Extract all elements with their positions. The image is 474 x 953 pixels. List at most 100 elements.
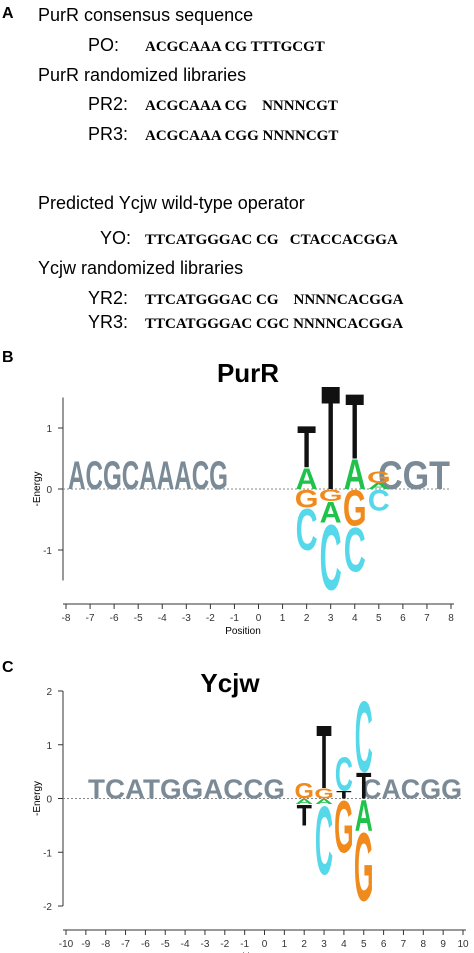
sequence: TTCATGGGAC CG CTACCACGGA <box>145 232 398 248</box>
y-tick-label: -2 <box>43 902 52 913</box>
row-name: YR3: <box>88 312 128 332</box>
logo-letter: T <box>297 414 316 481</box>
logo-letter: G <box>334 785 353 868</box>
logo-letter: G <box>354 814 373 922</box>
panel-label: B <box>2 349 14 366</box>
x-tick-label: 3 <box>328 613 334 624</box>
section-title: PurR randomized libraries <box>38 65 246 85</box>
x-axis-label: Position <box>225 626 261 637</box>
consensus: ACGCAAACG <box>68 454 228 498</box>
x-tick-label: -4 <box>158 613 167 624</box>
logo-letter: T <box>345 374 364 479</box>
x-tick-label: 0 <box>256 613 262 624</box>
logo-letter: T <box>336 789 351 802</box>
x-tick-label: -1 <box>230 613 239 624</box>
x-tick-label: -7 <box>121 939 130 950</box>
y-tick-label: 0 <box>46 795 52 806</box>
sequence: ACGCAAA CG TTTGCGT <box>145 39 325 55</box>
y-tick-label: 1 <box>46 741 52 752</box>
logo-letter: G <box>367 468 391 487</box>
x-tick-label: 10 <box>457 939 469 950</box>
logo-letter: T <box>356 764 372 806</box>
logo-letter: A <box>295 797 313 805</box>
logo-letter: G <box>294 780 313 805</box>
x-tick-label: 1 <box>282 939 288 950</box>
y-tick-label: 1 <box>46 424 52 435</box>
consensus: TCATGGACCG <box>88 774 285 805</box>
x-tick-label: -2 <box>206 613 215 624</box>
logo-title: PurR <box>217 358 279 388</box>
x-tick-label: 4 <box>352 613 358 624</box>
x-tick-label: -6 <box>141 939 150 950</box>
logo-letter: G <box>295 485 319 513</box>
logo-letter: C <box>296 496 318 563</box>
x-tick-label: -9 <box>81 939 90 950</box>
section-title: Predicted Ycjw wild-type operator <box>38 193 305 213</box>
row-name: YR2: <box>88 288 128 308</box>
x-tick-label: 4 <box>341 939 347 950</box>
y-tick-label: 2 <box>46 687 52 698</box>
x-tick-label: 1 <box>280 613 286 624</box>
x-tick-label: 5 <box>376 613 382 624</box>
x-tick-label: -8 <box>62 613 71 624</box>
logo-letter: T <box>297 798 312 832</box>
x-tick-label: -7 <box>86 613 95 624</box>
logo-title: Ycjw <box>200 668 260 698</box>
sequence: TTCATGGGAC CGC NNNNCACGGA <box>145 316 403 332</box>
logo-letter: C <box>320 505 342 610</box>
row-name: PR2: <box>88 94 128 114</box>
x-tick-label: -4 <box>181 939 190 950</box>
x-tick-label: -3 <box>182 613 191 624</box>
x-tick-label: 8 <box>421 939 427 950</box>
x-tick-label: 8 <box>448 613 454 624</box>
row-name: PO: <box>88 35 119 55</box>
logo-letter: G <box>343 480 367 537</box>
x-tick-label: -10 <box>59 939 74 950</box>
y-axis-label: -Energy <box>32 471 43 506</box>
y-tick-label: 0 <box>46 485 52 496</box>
x-tick-label: 9 <box>440 939 446 950</box>
logo-letter: G <box>314 785 333 802</box>
x-tick-label: 2 <box>304 613 310 624</box>
logo-letter: A <box>355 790 373 841</box>
panel-label: C <box>2 659 14 676</box>
x-tick-label: -5 <box>161 939 170 950</box>
logo-letter: C <box>355 681 373 794</box>
consensus: CACGG <box>362 774 462 805</box>
x-tick-label: 6 <box>400 613 406 624</box>
logo-letter: C <box>368 485 390 518</box>
logo-letter: T <box>321 355 340 521</box>
x-tick-label: 2 <box>301 939 307 950</box>
section-title: Ycjw randomized libraries <box>38 258 243 278</box>
logo-letter: G <box>319 487 343 506</box>
x-tick-label: 7 <box>424 613 430 624</box>
logo-letter: A <box>296 463 318 496</box>
x-tick-label: 7 <box>401 939 407 950</box>
x-tick-label: -5 <box>134 613 143 624</box>
logo-letter: A <box>315 797 333 805</box>
row-name: PR3: <box>88 124 128 144</box>
x-tick-label: -2 <box>220 939 229 950</box>
section-title: PurR consensus sequence <box>38 5 253 25</box>
logo-letter: C <box>344 514 366 585</box>
y-tick-label: -1 <box>43 546 52 557</box>
sequence: ACGCAAA CG NNNNCGT <box>145 98 338 114</box>
x-tick-label: 3 <box>321 939 327 950</box>
x-tick-label: 5 <box>361 939 367 950</box>
x-tick-label: -1 <box>240 939 249 950</box>
y-tick-label: -1 <box>43 848 52 859</box>
panel-label: A <box>2 5 14 22</box>
logo-letter: T <box>316 706 331 807</box>
x-tick-label: -8 <box>101 939 110 950</box>
sequence: TTCATGGGAC CG NNNNCACGGA <box>145 292 404 308</box>
logo-letter: A <box>320 497 342 530</box>
logo-letter: C <box>315 787 333 895</box>
consensus: CGT <box>378 454 450 498</box>
logo-letter: A <box>368 481 390 490</box>
x-tick-label: -3 <box>200 939 209 950</box>
logo-letter: A <box>344 451 366 498</box>
x-tick-label: 6 <box>381 939 387 950</box>
x-tick-label: 0 <box>262 939 268 950</box>
y-axis-label: -Energy <box>32 781 43 816</box>
